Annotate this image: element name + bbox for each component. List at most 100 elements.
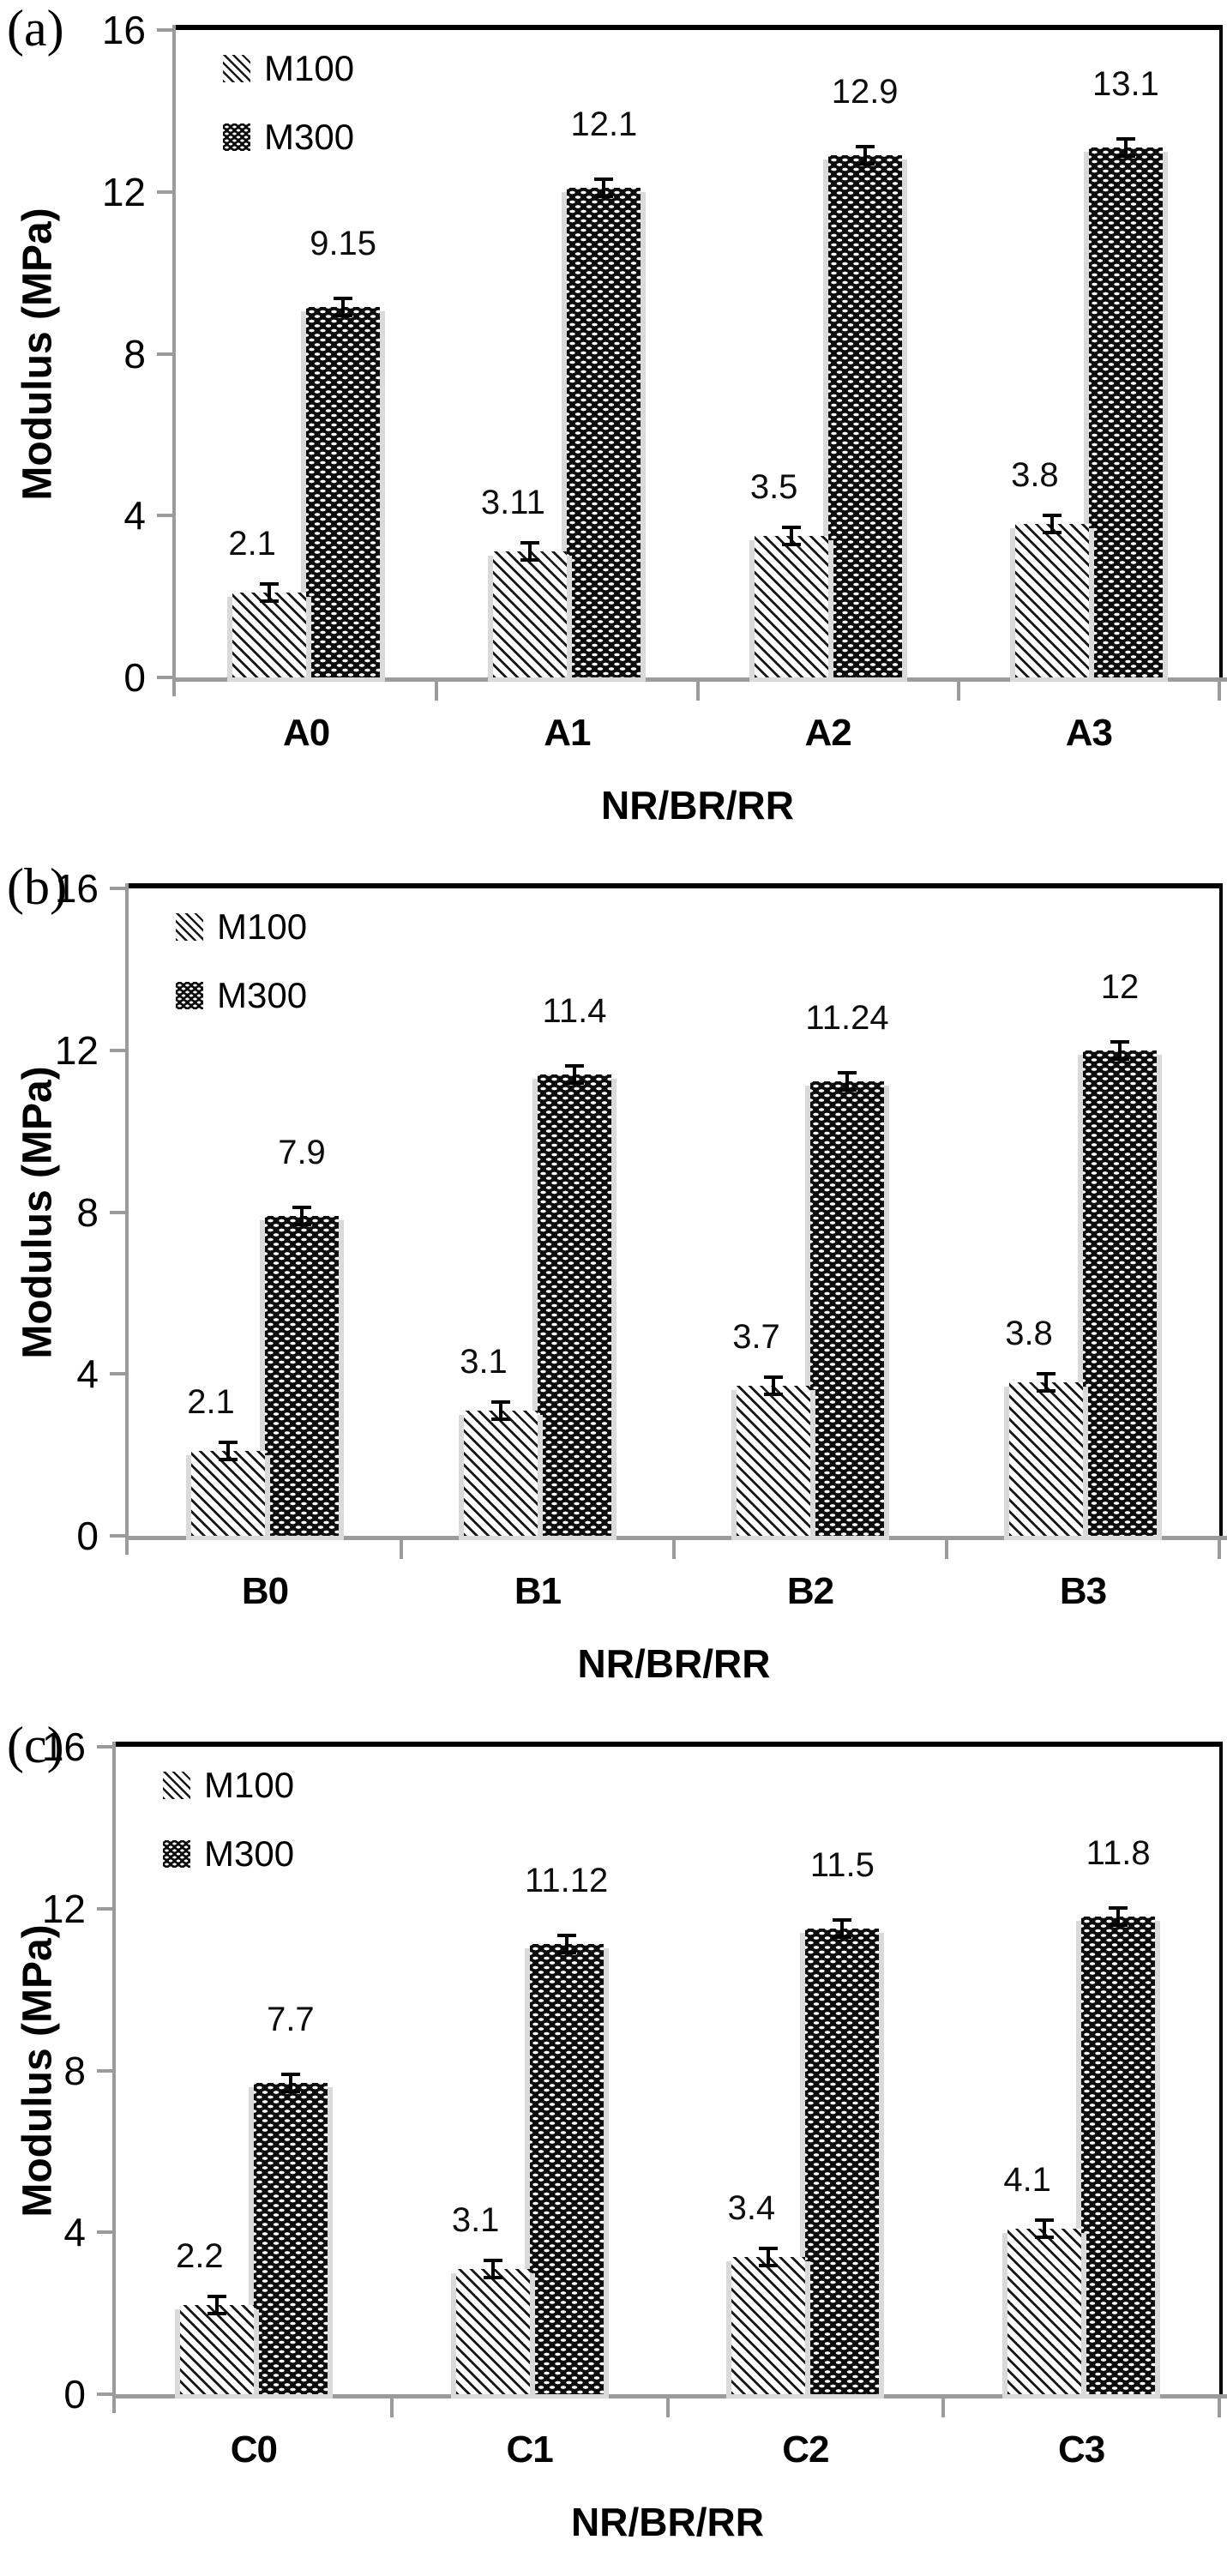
y-tick-label: 8 bbox=[76, 1189, 99, 1235]
x-axis-line bbox=[172, 677, 1227, 682]
y-tick-label: 4 bbox=[76, 1351, 99, 1397]
value-label: 11.5 bbox=[809, 1846, 875, 1884]
error-bar bbox=[594, 178, 614, 198]
bar-m300-C1 bbox=[529, 1944, 604, 2394]
y-tick bbox=[157, 352, 172, 356]
x-tick bbox=[400, 1540, 403, 1559]
bar-m100-B1 bbox=[464, 1411, 538, 1536]
y-tick bbox=[157, 28, 172, 32]
y-tick bbox=[97, 2392, 112, 2396]
error-bar bbox=[1116, 137, 1135, 158]
value-label: 3.7 bbox=[732, 1318, 780, 1356]
legend-label: M300 bbox=[217, 975, 308, 1015]
error-bar bbox=[1110, 1040, 1129, 1061]
y-tick-label: 8 bbox=[63, 2048, 86, 2093]
bar-m100-A0 bbox=[232, 593, 307, 677]
category-label: A1 bbox=[544, 712, 591, 754]
x-tick bbox=[941, 2398, 946, 2417]
error-bar bbox=[491, 1400, 510, 1421]
y-tick bbox=[110, 887, 125, 890]
legend-item-m100: M100 bbox=[223, 51, 354, 87]
plot-top-border bbox=[176, 25, 1223, 30]
y-tick-label: 12 bbox=[54, 1027, 99, 1073]
error-bar bbox=[1037, 1372, 1056, 1393]
error-bar bbox=[1109, 1906, 1128, 1927]
legend-swatch-m300 bbox=[223, 123, 250, 151]
error-bar bbox=[855, 145, 875, 166]
value-label: 13.1 bbox=[1092, 65, 1159, 103]
y-tick bbox=[157, 514, 172, 518]
value-label: 9.15 bbox=[310, 225, 377, 262]
value-label: 4.1 bbox=[1003, 2161, 1051, 2199]
x-tick bbox=[672, 1540, 676, 1559]
value-label: 3.8 bbox=[1011, 456, 1059, 494]
y-tick-label: 0 bbox=[123, 655, 146, 700]
value-label: 3.11 bbox=[480, 484, 545, 521]
plot-right-border bbox=[1219, 883, 1223, 1536]
legend: M100 M300 bbox=[163, 1767, 294, 1905]
bar-m100-A1 bbox=[493, 551, 568, 677]
error-bar bbox=[334, 297, 353, 317]
legend-swatch-m300 bbox=[163, 1840, 190, 1868]
x-tick bbox=[956, 682, 960, 701]
legend-label: M100 bbox=[217, 906, 308, 947]
value-label: 11.24 bbox=[805, 999, 889, 1037]
bar-m300-A3 bbox=[1088, 147, 1163, 677]
bar-m100-C3 bbox=[1007, 2229, 1082, 2394]
x-tick bbox=[665, 2398, 670, 2417]
value-label: 3.8 bbox=[1005, 1315, 1053, 1352]
bar-m100-B0 bbox=[191, 1451, 265, 1536]
bar-m300-B2 bbox=[810, 1081, 884, 1536]
bar-m100-C1 bbox=[455, 2269, 530, 2394]
y-axis-line bbox=[125, 883, 129, 1555]
legend-item-m300: M300 bbox=[223, 119, 354, 155]
error-bar bbox=[781, 526, 801, 546]
error-bar bbox=[1042, 514, 1062, 534]
value-label: 12 bbox=[1100, 968, 1140, 1006]
value-label: 3.1 bbox=[451, 2201, 500, 2239]
plot-top-border bbox=[129, 883, 1223, 888]
category-label: C1 bbox=[506, 2429, 554, 2471]
bar-m100-B3 bbox=[1009, 1382, 1083, 1536]
y-tick bbox=[97, 1906, 112, 1911]
y-axis-line bbox=[112, 1742, 116, 2413]
error-bar bbox=[565, 1064, 584, 1085]
legend-swatch-m300 bbox=[176, 982, 203, 1009]
x-axis-line bbox=[112, 2394, 1227, 2398]
bar-m300-A1 bbox=[567, 188, 641, 677]
y-tick bbox=[97, 2230, 112, 2235]
value-label: 11.8 bbox=[1086, 1834, 1151, 1872]
x-axis-title: NR/BR/RR bbox=[601, 783, 794, 828]
panel-b: (b) Modulus (MPa) 0 4 8 12 16 B0 B1 B2 B3 NR/BR/RR M… bbox=[0, 858, 1227, 1717]
legend-swatch-m100 bbox=[163, 1772, 190, 1799]
y-tick-label: 0 bbox=[63, 2372, 86, 2417]
error-bar bbox=[260, 582, 280, 603]
legend-item-m100: M100 bbox=[176, 909, 307, 945]
x-axis-title: NR/BR/RR bbox=[571, 2500, 764, 2544]
bar-m300-B1 bbox=[538, 1074, 611, 1536]
value-label: 3.4 bbox=[727, 2189, 776, 2227]
y-tick-label: 8 bbox=[123, 331, 146, 376]
category-label: B0 bbox=[241, 1570, 289, 1612]
y-tick-label: 4 bbox=[63, 2210, 86, 2255]
x-axis-title: NR/BR/RR bbox=[577, 1641, 771, 1686]
y-tick bbox=[97, 2068, 112, 2073]
value-label: 2.1 bbox=[228, 525, 276, 563]
legend-item-m100: M100 bbox=[163, 1767, 294, 1803]
x-tick bbox=[695, 682, 700, 701]
y-tick bbox=[157, 676, 172, 679]
x-tick bbox=[1218, 2398, 1221, 2417]
error-bar bbox=[556, 1934, 576, 1954]
y-tick bbox=[110, 1372, 125, 1376]
value-label: 3.1 bbox=[460, 1343, 508, 1381]
error-bar bbox=[759, 2247, 779, 2267]
y-tick-label: 12 bbox=[101, 169, 146, 214]
y-tick bbox=[157, 190, 172, 194]
bar-m100-C0 bbox=[179, 2305, 254, 2394]
error-bar bbox=[280, 2073, 300, 2093]
error-bar bbox=[833, 1918, 852, 1939]
y-tick-label: 12 bbox=[41, 1886, 86, 1931]
plot-right-border bbox=[1219, 25, 1223, 677]
x-tick bbox=[945, 1540, 948, 1559]
error-bar bbox=[838, 1071, 857, 1092]
